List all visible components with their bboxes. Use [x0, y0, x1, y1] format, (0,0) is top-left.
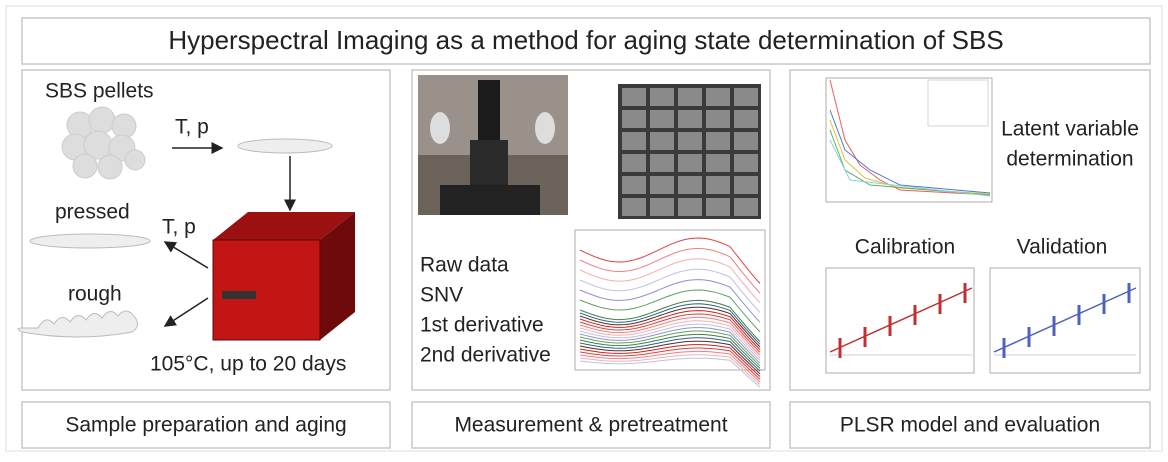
label: SBS pellets [45, 80, 154, 103]
sample-cell [678, 154, 702, 172]
label: T, p [162, 216, 196, 239]
spectrum-line [579, 268, 761, 313]
spectrum-line [579, 344, 761, 377]
sample-cell [650, 110, 674, 128]
spectrum-line [579, 237, 761, 284]
spectrum-line [579, 337, 761, 372]
spectrum-line [579, 289, 761, 333]
sample-cell [706, 88, 730, 106]
pretreatment: SNV [420, 284, 463, 307]
label: rough [68, 283, 122, 306]
spectrum-line [579, 310, 761, 351]
caption: PLSR model and evaluation [840, 414, 1100, 437]
spectrum-line [579, 299, 761, 342]
pretreatment: 2nd derivative [420, 344, 551, 367]
label: Latent variable [1001, 118, 1139, 141]
spectrum-line [579, 316, 761, 356]
label: pressed [55, 201, 130, 224]
caption: Measurement & pretreatment [454, 414, 727, 437]
sample-cell [622, 132, 646, 150]
spectrum-line [579, 357, 761, 388]
spectrum-line [579, 303, 761, 345]
spectrum-line [579, 320, 761, 359]
latent-label: Latent variable determination [1001, 118, 1139, 171]
sample-cell [650, 176, 674, 194]
disk [237, 138, 333, 154]
sample-cell [706, 110, 730, 128]
disk [29, 233, 151, 249]
sample-cell [706, 198, 730, 216]
sample-cell [706, 176, 730, 194]
spectrum-line [579, 279, 761, 323]
sample-cell [706, 154, 730, 172]
caption: Sample preparation and aging [65, 414, 346, 437]
sample-cell [650, 198, 674, 216]
caption-box [411, 401, 771, 449]
spectrum-line [579, 258, 761, 304]
sample-cell [622, 110, 646, 128]
pellets [61, 106, 146, 180]
pretreatment: Raw data [420, 254, 509, 277]
sample-cell [734, 110, 758, 128]
sample-cell [678, 198, 702, 216]
sample-cell [650, 132, 674, 150]
pretreatment: 1st derivative [420, 314, 544, 337]
spectrum-line [579, 306, 761, 348]
sample-cell [734, 198, 758, 216]
spectrum-line [579, 354, 761, 385]
camera-photo [418, 75, 568, 215]
sample-cell [678, 132, 702, 150]
spectrum-line [579, 333, 761, 369]
title: Hyperspectral Imaging as a method for ag… [168, 25, 1003, 55]
title-box [21, 17, 1151, 65]
sample-cell [622, 154, 646, 172]
sample-cell [650, 88, 674, 106]
spectrum-line [579, 330, 761, 367]
caption-box [789, 401, 1151, 449]
sample-cell [706, 132, 730, 150]
spectrum-line [579, 313, 761, 353]
rough-disk [17, 310, 138, 338]
latent-plot [825, 77, 993, 203]
sample-cell [622, 176, 646, 194]
sample-cell [678, 110, 702, 128]
label: Validation [1017, 236, 1108, 259]
sample-cell [622, 198, 646, 216]
sample-cell [734, 132, 758, 150]
label: 105°C, up to 20 days [150, 353, 346, 376]
validation-plot [989, 267, 1141, 374]
sample-grid [618, 84, 761, 219]
spectrum-line [579, 350, 761, 383]
sample-cell [734, 88, 758, 106]
spectrum-line [579, 327, 761, 364]
spectrum-line [579, 340, 761, 375]
label: Calibration [855, 236, 955, 259]
sample-cell [622, 88, 646, 106]
spectrum-line [579, 247, 761, 294]
sample-cell [678, 88, 702, 106]
sample-cell [734, 154, 758, 172]
arrow [163, 297, 209, 327]
label: determination [1006, 148, 1133, 171]
arrow [163, 241, 209, 269]
caption-box [21, 401, 391, 449]
sample-cell [650, 154, 674, 172]
calibration-plot [825, 267, 975, 374]
spectrum-line [579, 347, 761, 380]
sample-cell [734, 176, 758, 194]
spectrum-line [579, 323, 761, 361]
spectra-plot [574, 229, 766, 388]
oven [212, 212, 355, 341]
sample-cell [678, 176, 702, 194]
pretreatment-list: Raw data SNV 1st derivative 2nd derivative [420, 254, 551, 367]
label: T, p [175, 116, 209, 139]
